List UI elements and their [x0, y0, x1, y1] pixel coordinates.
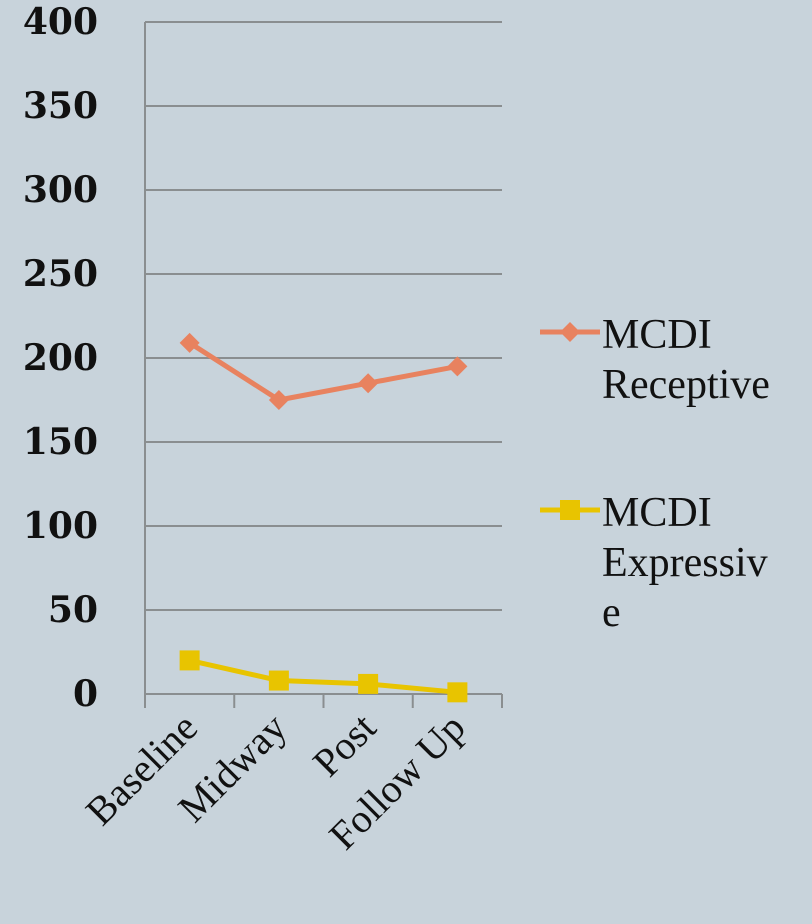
- y-tick-label: 0: [73, 673, 98, 715]
- y-tick-label: 100: [23, 505, 98, 547]
- data-point: [358, 373, 379, 394]
- legend-marker: [560, 322, 580, 342]
- y-tick-label: 300: [23, 169, 98, 211]
- legend-label: Receptive: [602, 362, 770, 408]
- legend-label: MCDI: [602, 312, 712, 358]
- data-point: [358, 673, 379, 694]
- y-tick-label: 400: [23, 1, 98, 43]
- legend-marker: [560, 500, 580, 520]
- data-point: [268, 390, 289, 410]
- y-tick-label: 50: [48, 589, 98, 631]
- data-point: [268, 670, 289, 691]
- gridlines: [145, 21, 502, 611]
- legend-label: Expressiv: [602, 540, 768, 586]
- y-tick-label: 350: [23, 85, 98, 127]
- legend-label: e: [602, 590, 621, 636]
- data-point: [447, 682, 468, 703]
- y-axis-ticks: 0 50 100 150 200 250 300 350 400: [23, 1, 98, 715]
- data-point: [447, 356, 468, 377]
- series-line: [188, 340, 458, 403]
- y-tick-label: 250: [23, 253, 98, 295]
- series-lines: [179, 332, 468, 703]
- data-point: [179, 332, 200, 353]
- y-tick-label: 150: [23, 421, 98, 463]
- legend-label: MCDI: [602, 490, 712, 536]
- data-point: [179, 650, 200, 671]
- axes: [144, 22, 503, 708]
- series-line: [189, 657, 458, 695]
- y-tick-label: 200: [23, 337, 98, 379]
